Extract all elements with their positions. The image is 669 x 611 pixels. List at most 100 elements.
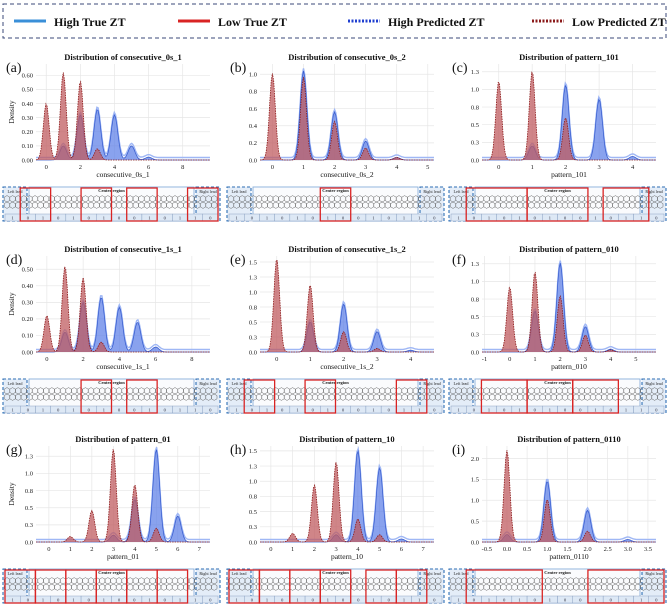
bit-value: 1 [403, 215, 405, 220]
bit-value: 0 [579, 597, 582, 602]
bit-value: 1 [458, 407, 460, 412]
bit-cell: 1 [141, 595, 158, 604]
panel-title: Distribution of consecutive_0s_2 [288, 52, 406, 62]
bit-cell: 0 [111, 405, 127, 414]
y-tick-label: 0.00 [22, 349, 33, 356]
x-tick-label: 4 [609, 356, 613, 363]
bit-value: 0 [655, 215, 658, 220]
bit-value: 1 [640, 407, 642, 412]
bit-cell: 1 [450, 405, 467, 414]
bit-value: 1 [194, 215, 196, 220]
bit-value: 1 [372, 597, 374, 602]
legend-label: High Predicted ZT [388, 15, 484, 29]
highlight-region [156, 569, 189, 604]
line-high-predicted [260, 446, 434, 541]
bit-value: 1 [179, 597, 181, 602]
bit-value: 1 [266, 407, 268, 412]
x-tick-label: 0.0 [503, 546, 511, 553]
x-tick-label: 4 [409, 356, 413, 363]
x-axis-label: pattern_101 [551, 170, 587, 179]
legend-label: Low Predicted ZT [572, 15, 666, 29]
bit-cell: 1 [633, 595, 649, 604]
y-axis-label: Density [7, 482, 16, 506]
highlight-region [319, 187, 352, 222]
x-tick-label: 6 [147, 164, 151, 171]
y-tick-label: 1.3 [471, 69, 479, 76]
bit-cell: 0 [304, 405, 321, 414]
highlight-region [465, 569, 543, 604]
bit-cell: 1 [4, 405, 21, 414]
area-high-true [36, 449, 210, 542]
center-region-label: Center region [544, 380, 571, 385]
bit-cell: 0 [426, 213, 443, 222]
x-axis-label: consecutive_1s_1 [96, 362, 150, 371]
y-tick-label: 1.5 [249, 259, 257, 266]
bit-cell: 1 [35, 595, 51, 604]
x-tick-label: 1.0 [543, 546, 551, 553]
y-tick-label: 0.0 [471, 157, 479, 164]
x-tick-label: 4 [631, 164, 635, 171]
bit-value: 0 [342, 215, 345, 220]
lattice [227, 195, 442, 209]
bit-cell: 0 [274, 213, 291, 222]
left-lead-label: Left lead [454, 189, 470, 194]
bit-cell: 1 [396, 405, 412, 414]
bit-value: 0 [534, 215, 537, 220]
bit-cell: 1 [633, 405, 649, 414]
bit-cell: 0 [335, 213, 351, 222]
area-low-true [260, 260, 434, 352]
lattice [449, 195, 664, 209]
bit-cell: 1 [542, 213, 558, 222]
y-tick-label: 0.00 [22, 157, 33, 164]
y-tick-label: 0.3 [249, 334, 257, 341]
bit-value: 0 [88, 597, 91, 602]
bit-cell: 1 [172, 405, 188, 414]
highlight-region [19, 187, 52, 222]
bit-cell: 0 [202, 595, 219, 604]
panel-label: (g) [6, 443, 23, 458]
panel-label: (c) [452, 61, 468, 76]
bit-value: 1 [372, 407, 374, 412]
y-tick-label: 0.4 [249, 123, 258, 130]
bit-cell: 0 [350, 405, 367, 414]
bit-value: 0 [388, 407, 391, 412]
x-tick-label: 3.0 [624, 546, 632, 553]
bit-cell: 0 [572, 595, 589, 604]
bit-value: 1 [12, 215, 14, 220]
bit-cell: 0 [20, 595, 36, 604]
x-tick-label: 0 [508, 356, 511, 363]
line-low-predicted [36, 449, 210, 543]
bit-cell: 1 [411, 213, 427, 222]
bit-value: 0 [27, 597, 30, 602]
x-tick-label: 4 [356, 546, 360, 553]
bit-value: 1 [625, 215, 627, 220]
bit-value: 1 [179, 215, 181, 220]
bit-cell: 1 [187, 595, 203, 604]
x-tick-label: 2.5 [604, 546, 612, 553]
bit-cell: 0 [466, 213, 482, 222]
bit-cell: 0 [20, 405, 36, 414]
y-axis-label: Density [7, 100, 16, 124]
bit-cell: 0 [244, 213, 260, 222]
x-tick-label: 1 [309, 356, 312, 363]
bit-cell: 1 [365, 405, 382, 414]
bit-cell: 1 [35, 213, 51, 222]
x-tick-label: 4 [133, 546, 137, 553]
x-axis-label: pattern_10 [331, 552, 363, 561]
bit-value: 1 [42, 407, 44, 412]
line-low-predicted [482, 450, 656, 543]
bit-value: 0 [281, 407, 284, 412]
bit-cell: 0 [648, 405, 665, 414]
area-low-true [36, 266, 210, 352]
bit-value: 1 [296, 407, 298, 412]
bit-value: 0 [433, 407, 436, 412]
bit-value: 0 [433, 597, 436, 602]
panel-a: Distribution of consecutive_0s_1 (a) 0 2 4 6 8… [2, 52, 221, 222]
bit-value: 0 [357, 407, 360, 412]
bit-value: 1 [296, 597, 298, 602]
highlight-region [126, 379, 158, 414]
x-tick-label: 4 [118, 356, 122, 363]
